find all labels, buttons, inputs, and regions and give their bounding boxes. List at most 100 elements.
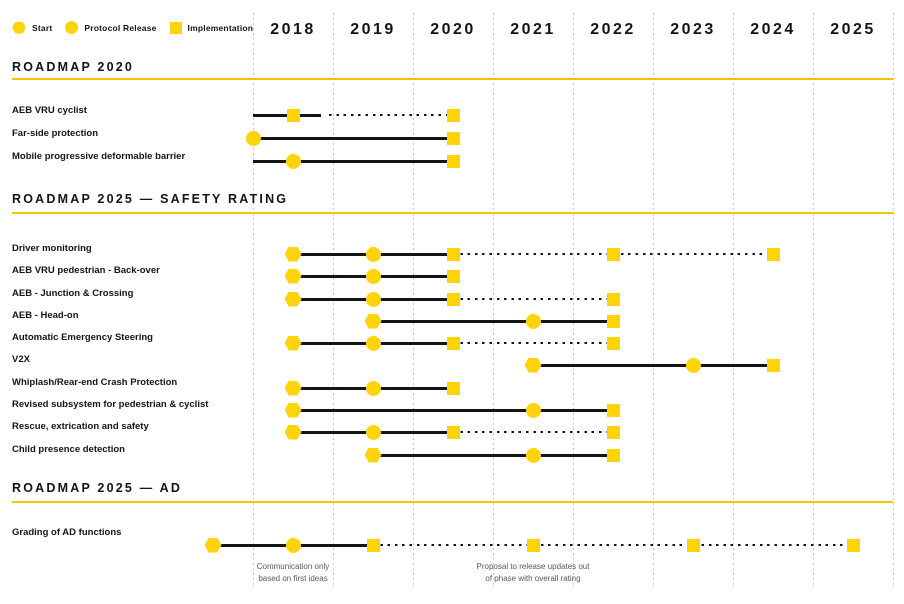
row-label: Rescue, extrication and safety bbox=[12, 421, 149, 432]
marker-square bbox=[606, 403, 620, 417]
annotation-note: Communication only based on first ideas bbox=[203, 561, 383, 584]
marker-square bbox=[446, 247, 460, 261]
marker-square bbox=[686, 538, 700, 552]
section-underline bbox=[12, 501, 893, 503]
marker-square bbox=[606, 292, 620, 306]
legend-item: Protocol Release bbox=[65, 21, 156, 34]
year-label: 2023 bbox=[670, 21, 716, 38]
section-title: ROADMAP 2020 bbox=[12, 60, 135, 74]
marker-circle bbox=[525, 402, 541, 418]
year-label: 2019 bbox=[350, 21, 396, 38]
row-label: Driver monitoring bbox=[12, 243, 92, 254]
marker-square bbox=[606, 336, 620, 350]
marker-square bbox=[446, 131, 460, 145]
marker-square bbox=[286, 108, 300, 122]
row-label: Far-side protection bbox=[12, 128, 99, 139]
legend-item: Start bbox=[12, 21, 53, 34]
marker-square bbox=[446, 381, 460, 395]
timeline-segment-dotted bbox=[453, 297, 613, 301]
legend-label: Protocol Release bbox=[84, 22, 157, 33]
marker-square bbox=[606, 247, 620, 261]
row-label: AEB VRU cyclist bbox=[12, 105, 87, 116]
grid-line bbox=[653, 13, 654, 587]
year-label: 2020 bbox=[430, 21, 476, 38]
section-title: ROADMAP 2025 — AD bbox=[12, 481, 183, 495]
marker-circle bbox=[245, 130, 261, 146]
timeline-segment-solid bbox=[373, 453, 613, 457]
annotation-line: Communication only bbox=[256, 562, 330, 571]
marker-square bbox=[446, 425, 460, 439]
marker-hexagon bbox=[524, 357, 542, 373]
timeline-segment-solid bbox=[373, 319, 613, 323]
annotation-line: based on first ideas bbox=[258, 573, 328, 583]
legend-label: Implementation bbox=[187, 22, 254, 33]
marker-square bbox=[606, 314, 620, 328]
timeline-segment-solid bbox=[253, 136, 453, 140]
marker-circle bbox=[285, 537, 301, 553]
row-label: Automatic Emergency Steering bbox=[12, 332, 153, 343]
marker-circle bbox=[365, 268, 381, 284]
annotation-line: Proposal to release updates out bbox=[476, 562, 590, 571]
row-label: AEB - Junction & Crossing bbox=[12, 288, 134, 299]
marker-hexagon bbox=[204, 537, 222, 553]
grid-line bbox=[733, 13, 734, 587]
marker-square bbox=[446, 108, 460, 122]
row-label: V2X bbox=[12, 354, 30, 365]
marker-circle bbox=[365, 335, 381, 351]
marker-circle bbox=[365, 246, 381, 262]
row-label: Mobile progressive deformable barrier bbox=[12, 151, 186, 162]
row-label: Grading of AD functions bbox=[12, 527, 122, 538]
annotation-note: Proposal to release updates out of phase … bbox=[443, 561, 623, 584]
section-underline bbox=[12, 212, 893, 214]
marker-square bbox=[766, 247, 780, 261]
legend-hexagon-icon bbox=[12, 21, 26, 34]
legend: Start Protocol Release Implementation bbox=[12, 21, 253, 34]
year-label: 2024 bbox=[750, 21, 796, 38]
marker-square bbox=[846, 538, 860, 552]
year-label: 2022 bbox=[590, 21, 636, 38]
grid-line bbox=[813, 13, 814, 587]
row-label: AEB - Head-on bbox=[12, 310, 79, 321]
marker-hexagon bbox=[284, 424, 302, 440]
row-label: Whiplash/Rear-end Crash Protection bbox=[12, 377, 178, 388]
timeline-segment-dotted bbox=[453, 430, 613, 434]
marker-square bbox=[446, 269, 460, 283]
marker-hexagon bbox=[284, 335, 302, 351]
legend-square-icon bbox=[169, 21, 182, 34]
annotation-line: of phase with overall rating bbox=[485, 573, 581, 583]
marker-square bbox=[526, 538, 540, 552]
marker-circle bbox=[685, 357, 701, 373]
marker-circle bbox=[285, 153, 301, 169]
timeline-segment-dotted bbox=[329, 113, 453, 117]
marker-square bbox=[606, 425, 620, 439]
timeline-segment-dotted bbox=[373, 543, 853, 547]
marker-square bbox=[446, 292, 460, 306]
marker-square bbox=[446, 336, 460, 350]
marker-hexagon bbox=[284, 291, 302, 307]
marker-circle bbox=[525, 447, 541, 463]
marker-circle bbox=[365, 424, 381, 440]
marker-hexagon bbox=[364, 313, 382, 329]
year-label: 2018 bbox=[270, 21, 316, 38]
marker-hexagon bbox=[284, 246, 302, 262]
section-title: ROADMAP 2025 — SAFETY RATING bbox=[12, 192, 289, 206]
row-label: AEB VRU pedestrian - Back-over bbox=[12, 265, 160, 276]
year-label: 2025 bbox=[830, 21, 876, 38]
timeline-segment-solid bbox=[253, 159, 453, 163]
legend-label: Start bbox=[32, 22, 53, 33]
legend-item: Implementation bbox=[169, 21, 254, 34]
marker-square bbox=[366, 538, 380, 552]
marker-square bbox=[766, 358, 780, 372]
year-label: 2021 bbox=[510, 21, 556, 38]
marker-hexagon bbox=[284, 380, 302, 396]
marker-square bbox=[606, 448, 620, 462]
grid-line bbox=[893, 13, 894, 587]
marker-circle bbox=[365, 291, 381, 307]
row-label: Revised subsystem for pedestrian & cycli… bbox=[12, 399, 209, 410]
marker-circle bbox=[365, 380, 381, 396]
legend-circle-icon bbox=[65, 21, 79, 34]
section-underline bbox=[12, 78, 893, 80]
marker-hexagon bbox=[364, 447, 382, 463]
marker-circle bbox=[525, 313, 541, 329]
